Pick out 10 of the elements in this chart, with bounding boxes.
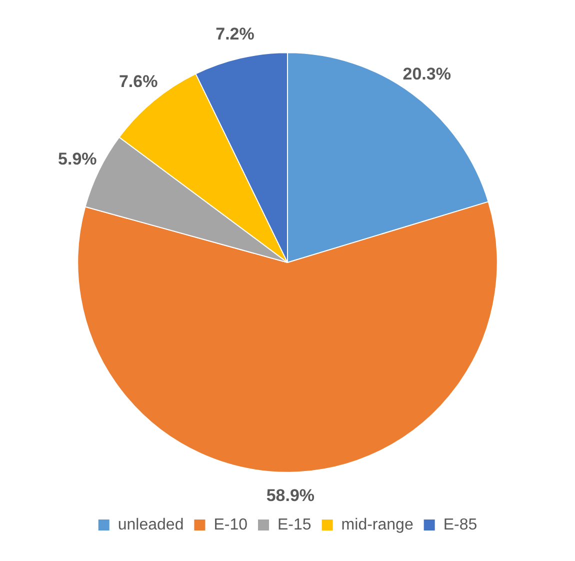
legend-label: unleaded (118, 516, 184, 534)
legend-label: E-10 (214, 516, 248, 534)
data-label: 5.9% (58, 150, 97, 169)
legend-label: E-85 (443, 516, 478, 534)
data-label: 7.2% (216, 24, 254, 44)
legend-label: E-15 (278, 516, 312, 534)
data-label: 20.3% (402, 64, 451, 84)
legend-label: mid-range (341, 516, 414, 534)
data-label: 58.9% (266, 486, 315, 506)
data-label: 7.6% (118, 72, 158, 92)
